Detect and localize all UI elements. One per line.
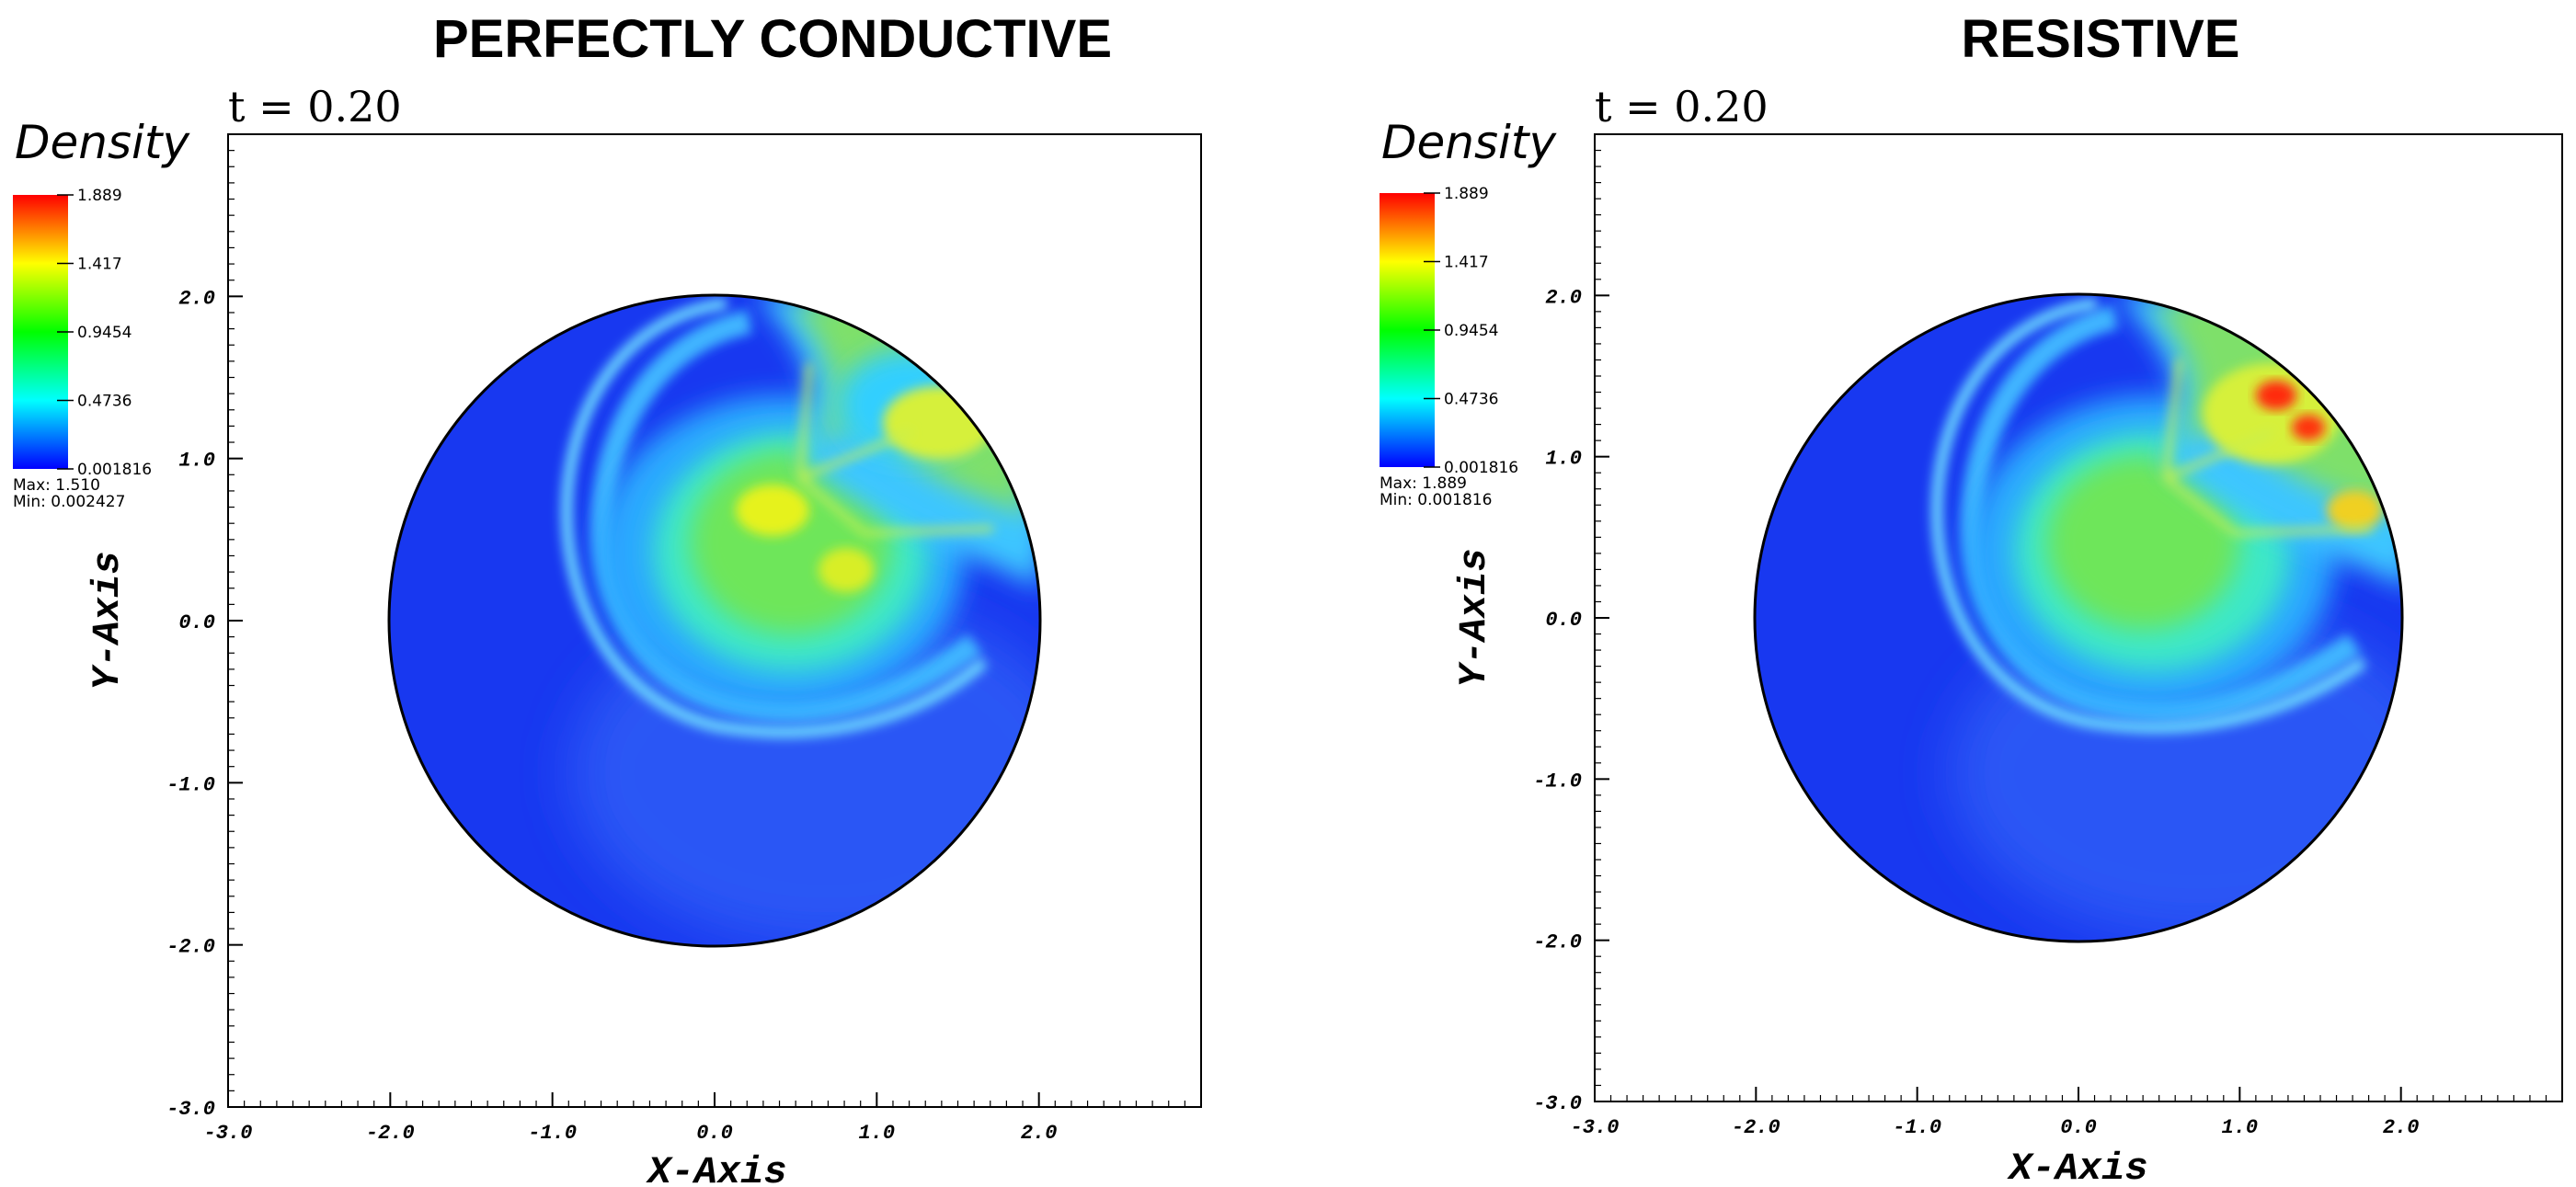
colorbar-max: Max: 1.889 — [1380, 474, 1467, 493]
axes: -3.0 -2.0 -1.0 0.0 1.0 2.0 -3.0 -2.0 -1.0 0.0 1.0 2… — [166, 150, 1185, 1145]
domain-boundary — [387, 293, 1042, 948]
x-tick-label: 0.0 — [2060, 1116, 2097, 1139]
x-tick-label: -3.0 — [204, 1122, 253, 1145]
colorbar-tick-label: 1.889 — [1444, 185, 1489, 203]
y-tick-label: -1.0 — [166, 773, 215, 796]
y-tick-label: -3.0 — [166, 1098, 215, 1121]
x-axis-label: X-Axis — [645, 1150, 786, 1187]
colorbar-tick-label: 0.001816 — [1444, 459, 1518, 477]
x-tick-label: -1.0 — [1893, 1116, 1941, 1139]
x-axis-label: X-Axis — [2006, 1147, 2147, 1187]
x-tick-label: 2.0 — [1021, 1122, 1058, 1145]
axes: -3.0 -2.0 -1.0 0.0 1.0 2.0 -3.0 -2.0 -1.0 0.0 1.0 2… — [1533, 149, 2547, 1139]
density-field — [1753, 292, 2404, 943]
y-tick-label: 0.0 — [1545, 609, 1582, 632]
y-tick-label: 2.0 — [178, 287, 215, 310]
colorbar-tick-label: 1.417 — [1444, 254, 1489, 272]
x-tick-label: -2.0 — [366, 1122, 415, 1145]
density-field — [387, 293, 1042, 948]
colorbar-max: Max: 1.510 — [13, 476, 100, 495]
colorbar-min: Min: 0.001816 — [1380, 491, 1492, 509]
x-tick-label: 1.0 — [2222, 1116, 2259, 1139]
domain-boundary — [1753, 292, 2404, 943]
panel-resistive: RESISTIVE t = 0.20 Density 1.889 1.417 0.9… — [1380, 9, 2563, 1187]
time-label: t = 0.20 — [1595, 82, 1769, 131]
panel-perfectly-conductive: PERFECTLY CONDUCTIVE t = 0.20 Density 1.… — [13, 9, 1202, 1187]
panel-title: RESISTIVE — [1962, 9, 2240, 69]
colorbar-ticks: 1.889 1.417 0.9454 0.4736 0.001816 — [57, 187, 152, 479]
y-tick-label: 1.0 — [1545, 448, 1582, 471]
x-tick-label: 0.0 — [696, 1122, 733, 1145]
colorbar-tick-label: 0.001816 — [77, 461, 152, 479]
x-tick-label: 2.0 — [2383, 1116, 2420, 1139]
y-tick-label: -2.0 — [166, 936, 215, 959]
colorbar-title: Density — [1381, 116, 1557, 169]
x-tick-label: -1.0 — [528, 1122, 577, 1145]
colorbar-tick-label: 0.4736 — [1444, 391, 1498, 409]
time-label: t = 0.20 — [228, 82, 402, 131]
colorbar-title: Density — [15, 116, 190, 169]
x-tick-label: -3.0 — [1571, 1116, 1620, 1139]
colorbar: Density 1.889 1.417 0.9454 0.4736 0.001816 M… — [1380, 116, 1557, 509]
colorbar-min: Min: 0.002427 — [13, 493, 125, 511]
panel-title: PERFECTLY CONDUCTIVE — [433, 9, 1112, 69]
x-tick-label: -2.0 — [1732, 1116, 1780, 1139]
y-tick-label: 2.0 — [1545, 286, 1582, 309]
y-tick-label: 0.0 — [178, 611, 215, 634]
y-axis-label: Y-Axis — [86, 551, 130, 690]
colorbar-tick-label: 1.889 — [77, 187, 122, 205]
colorbar-ticks: 1.889 1.417 0.9454 0.4736 0.001816 — [1424, 185, 1518, 477]
x-tick-label: 1.0 — [859, 1122, 896, 1145]
colorbar-tick-label: 0.4736 — [77, 393, 132, 411]
y-tick-label: -1.0 — [1533, 770, 1582, 793]
y-axis-label: Y-Axis — [1452, 548, 1496, 687]
y-tick-label: 1.0 — [178, 450, 215, 473]
colorbar: Density 1.889 1.417 0.9454 0.4736 0.001816 M… — [13, 116, 190, 511]
colorbar-tick-label: 1.417 — [77, 256, 122, 274]
colorbar-tick-label: 0.9454 — [1444, 322, 1498, 340]
y-tick-label: -3.0 — [1533, 1092, 1582, 1115]
y-tick-label: -2.0 — [1533, 931, 1582, 954]
colorbar-tick-label: 0.9454 — [77, 324, 132, 342]
